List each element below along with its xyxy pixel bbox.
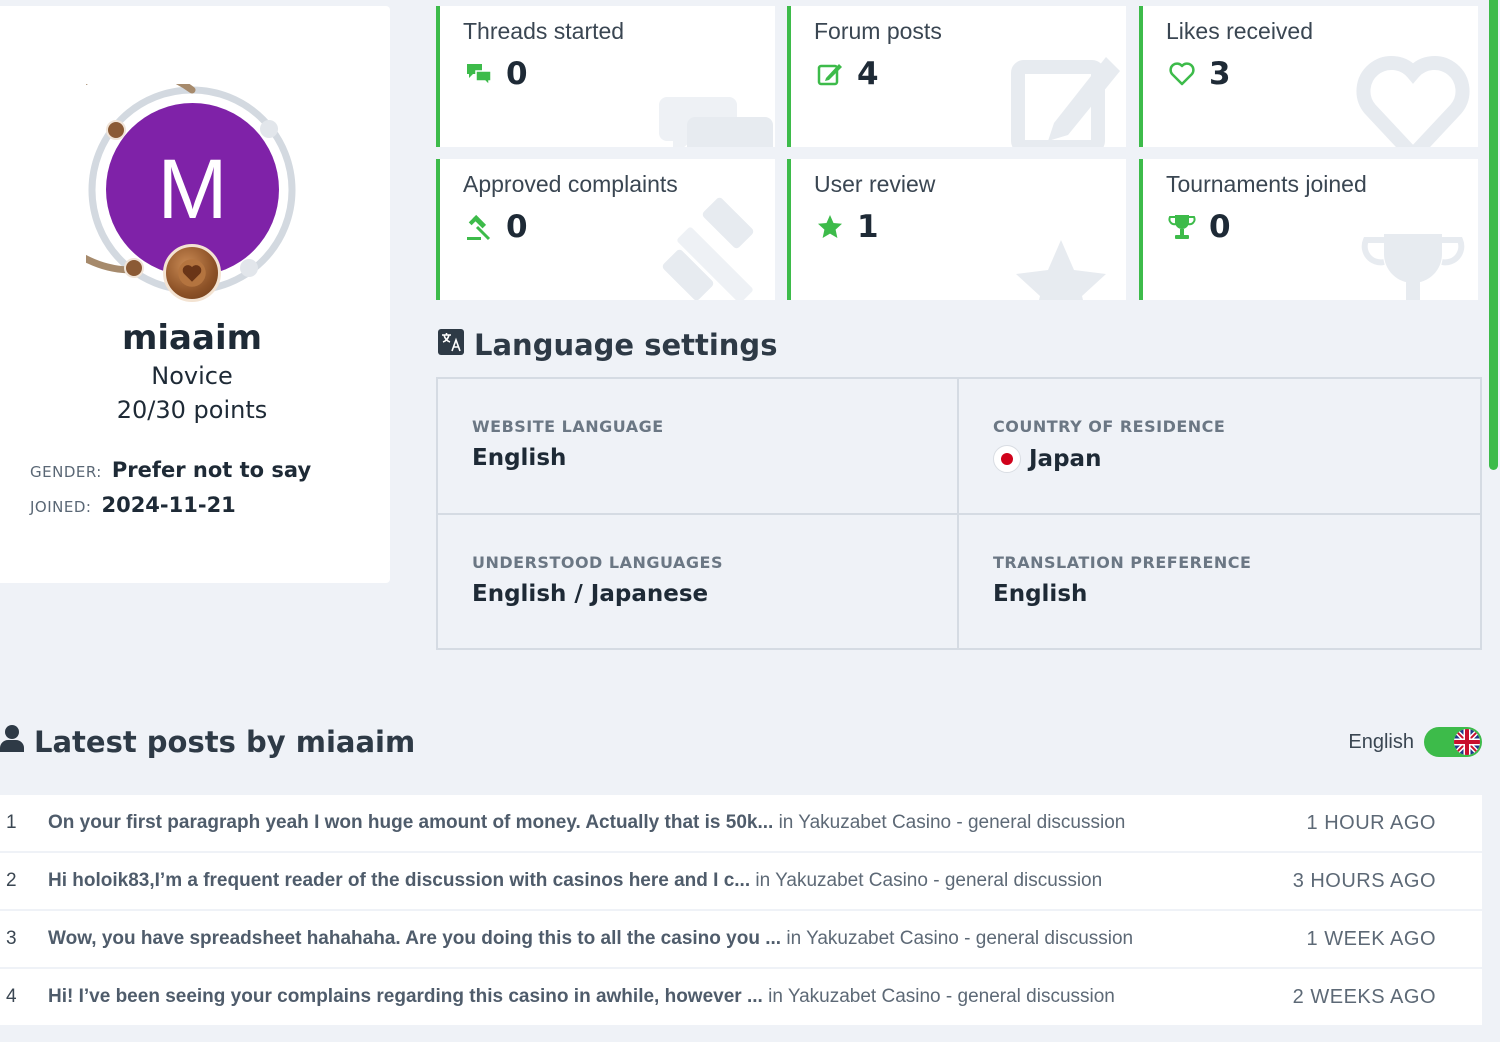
edit-watermark-icon <box>1011 57 1120 147</box>
post-forum-link[interactable]: in Yakuzabet Casino - general discussion <box>768 986 1115 1007</box>
translation-preference-cell: TRANSLATION PREFERENCE English <box>959 515 1480 650</box>
stat-approved-complaints[interactable]: Approved complaints 0 <box>436 159 775 300</box>
trophy-icon <box>1167 212 1197 242</box>
understood-languages-cell: UNDERSTOOD LANGUAGES English / Japanese <box>438 515 959 650</box>
stat-threads-started[interactable]: Threads started 0 <box>436 6 775 147</box>
post-row[interactable]: 2 Hi holoik83,I’m a frequent reader of t… <box>0 853 1482 909</box>
joined-label: JOINED: <box>30 498 92 516</box>
edit-icon <box>815 59 845 89</box>
post-text: Wow, you have spreadsheet hahahaha. Are … <box>48 928 1133 950</box>
translation-preference-text: English <box>993 581 1088 607</box>
website-language-text: English <box>472 445 567 471</box>
stat-label: Likes received <box>1166 18 1314 44</box>
username: miaaim <box>121 318 263 358</box>
stat-label: Threads started <box>463 18 625 44</box>
gavel-watermark-icon <box>662 197 754 300</box>
avatar-container[interactable]: M <box>86 84 298 302</box>
translation-toggle-switch[interactable] <box>1424 727 1482 757</box>
joined-value: 2024-11-21 <box>101 493 236 517</box>
country-value: Japan <box>993 445 1101 473</box>
translation-preference-label: TRANSLATION PREFERENCE <box>993 553 1252 572</box>
rank-label: Novice <box>151 362 233 390</box>
gavel-icon <box>464 212 494 242</box>
stat-value: 0 <box>1209 209 1231 245</box>
stat-value: 0 <box>506 56 528 92</box>
scrollbar[interactable] <box>1489 0 1498 470</box>
country-cell: COUNTRY OF RESIDENCE Japan <box>959 379 1480 515</box>
post-time: 2 WEEKS AGO <box>1292 985 1436 1008</box>
stat-user-review[interactable]: User review 1 <box>787 159 1126 300</box>
stat-label: Approved complaints <box>463 171 678 197</box>
language-settings-title: Language settings <box>474 328 778 362</box>
post-row[interactable]: 4 Hi! I’ve been seeing your complains re… <box>0 969 1482 1025</box>
bronze-heart-badge-icon <box>163 244 221 302</box>
website-language-value: English <box>472 445 566 471</box>
stat-value: 3 <box>1209 56 1231 92</box>
post-forum-link[interactable]: in Yakuzabet Casino - general discussion <box>786 928 1134 949</box>
translate-icon <box>438 328 464 362</box>
translation-toggle-label: English <box>1348 730 1414 753</box>
post-forum-link[interactable]: in Yakuzabet Casino - general discussion <box>755 870 1103 891</box>
profile-card: M miaaim Novice 20/30 points GENDER: Pre… <box>0 6 390 583</box>
joined-row: JOINED: 2024-11-21 <box>30 493 236 517</box>
user-icon <box>0 724 24 759</box>
understood-languages-value: English / Japanese <box>472 581 708 607</box>
post-number: 3 <box>6 928 17 949</box>
stat-likes-received[interactable]: Likes received 3 <box>1139 6 1478 147</box>
post-row[interactable]: 3 Wow, you have spreadsheet hahahaha. Ar… <box>0 911 1482 967</box>
chat-bubbles-watermark-icon <box>659 97 773 147</box>
gender-row: GENDER: Prefer not to say <box>30 458 311 482</box>
language-settings-heading: Language settings <box>438 328 777 362</box>
gender-label: GENDER: <box>30 463 102 481</box>
stat-value: 4 <box>857 56 879 92</box>
stat-tournaments-joined[interactable]: Tournaments joined 0 <box>1139 159 1478 300</box>
latest-posts-list: 1 On your first paragraph yeah I won hug… <box>0 795 1482 1027</box>
trophy-watermark-icon <box>1361 234 1465 300</box>
points-label: 20/30 points <box>116 396 268 424</box>
stat-value: 0 <box>506 209 528 245</box>
post-time: 3 HOURS AGO <box>1292 869 1436 892</box>
star-icon <box>815 212 845 242</box>
uk-flag-icon <box>1454 729 1480 755</box>
stat-label: Forum posts <box>814 18 942 44</box>
translation-preference-value: English <box>993 581 1087 607</box>
stat-label: User review <box>814 171 936 197</box>
language-settings-grid: WEBSITE LANGUAGE English COUNTRY OF RESI… <box>436 377 1482 650</box>
post-time: 1 WEEK AGO <box>1306 927 1436 950</box>
website-language-label: WEBSITE LANGUAGE <box>472 417 664 436</box>
stat-forum-posts[interactable]: Forum posts 4 <box>787 6 1126 147</box>
stat-label: Tournaments joined <box>1166 171 1367 197</box>
understood-languages-label: UNDERSTOOD LANGUAGES <box>472 553 723 572</box>
post-time: 1 HOUR AGO <box>1306 811 1436 834</box>
latest-posts-title: Latest posts by miaaim <box>34 724 416 759</box>
translation-toggle[interactable]: English <box>1348 727 1482 757</box>
country-text: Japan <box>1029 446 1102 472</box>
post-number: 1 <box>6 812 17 833</box>
heart-watermark-icon <box>1356 56 1470 147</box>
gender-value: Prefer not to say <box>111 458 312 482</box>
japan-flag-icon <box>993 445 1021 473</box>
post-text: Hi! I’ve been seeing your complains rega… <box>48 986 1115 1008</box>
post-title-link[interactable]: On your first paragraph yeah I won huge … <box>48 812 774 833</box>
heart-icon <box>1167 59 1197 89</box>
website-language-cell: WEBSITE LANGUAGE English <box>438 379 959 515</box>
understood-languages-text: English / Japanese <box>472 581 709 607</box>
post-text: Hi holoik83,I’m a frequent reader of the… <box>48 870 1102 892</box>
star-watermark-icon <box>1016 240 1106 300</box>
post-title-link[interactable]: Hi! I’ve been seeing your complains rega… <box>48 986 763 1007</box>
post-number: 2 <box>6 870 17 891</box>
stat-value: 1 <box>857 209 879 245</box>
post-row[interactable]: 1 On your first paragraph yeah I won hug… <box>0 795 1482 851</box>
post-forum-link[interactable]: in Yakuzabet Casino - general discussion <box>778 812 1126 833</box>
post-number: 4 <box>6 986 17 1007</box>
chat-bubbles-icon <box>464 59 494 89</box>
post-title-link[interactable]: Wow, you have spreadsheet hahahaha. Are … <box>48 928 782 949</box>
post-title-link[interactable]: Hi holoik83,I’m a frequent reader of the… <box>48 870 751 891</box>
post-text: On your first paragraph yeah I won huge … <box>48 812 1125 834</box>
country-label: COUNTRY OF RESIDENCE <box>993 417 1226 436</box>
latest-posts-heading: Latest posts by miaaim <box>0 724 415 759</box>
